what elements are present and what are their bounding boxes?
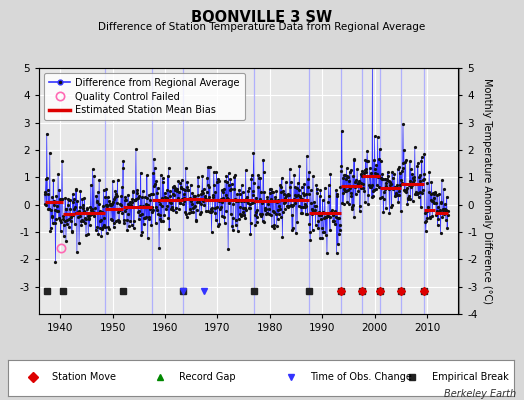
Text: Time of Obs. Change: Time of Obs. Change [310, 372, 412, 382]
Text: Berkeley Earth: Berkeley Earth [444, 389, 516, 399]
Text: Empirical Break: Empirical Break [432, 372, 508, 382]
Text: Difference of Station Temperature Data from Regional Average: Difference of Station Temperature Data f… [99, 22, 425, 32]
Text: BOONVILLE 3 SW: BOONVILLE 3 SW [191, 10, 333, 25]
Text: Record Gap: Record Gap [179, 372, 235, 382]
Legend: Difference from Regional Average, Quality Control Failed, Estimated Station Mean: Difference from Regional Average, Qualit… [44, 73, 245, 120]
Y-axis label: Monthly Temperature Anomaly Difference (°C): Monthly Temperature Anomaly Difference (… [482, 78, 492, 304]
Text: Station Move: Station Move [52, 372, 116, 382]
